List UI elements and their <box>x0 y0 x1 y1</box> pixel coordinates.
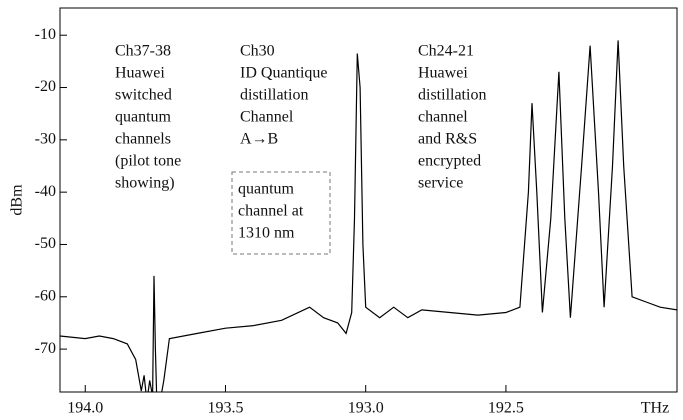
annotation-text: Huawei <box>418 65 468 82</box>
annotation-text: switched <box>115 87 172 104</box>
annotation-text: ID Quantique <box>240 65 328 82</box>
annotation-text: channel at <box>238 203 304 220</box>
y-tick-label: -30 <box>35 131 56 148</box>
annotation-text: service <box>418 175 463 192</box>
annotation-text: showing) <box>115 175 175 192</box>
annotation-text: Ch37-38 <box>115 43 171 60</box>
annotation-text: 1310 nm <box>238 225 295 242</box>
annotation-text: quantum <box>238 181 295 198</box>
y-tick-label: -50 <box>35 235 56 252</box>
annotation-text: and R&S <box>418 131 477 148</box>
y-axis-label: dBm <box>9 184 26 216</box>
annotation-text: Ch24-21 <box>418 43 474 60</box>
y-tick-label: -70 <box>35 340 56 357</box>
annotation-text: (pilot tone <box>115 153 181 170</box>
annotation-text: encrypted <box>418 153 481 170</box>
annotation-text: channels <box>115 131 171 148</box>
annotation-text: channel <box>418 109 468 126</box>
y-tick-label: -40 <box>35 183 56 200</box>
y-tick-label: -10 <box>35 26 56 43</box>
plot-frame <box>59 7 678 393</box>
x-tick-label: 193.5 <box>207 400 243 417</box>
x-axis-label: THz <box>641 400 669 417</box>
spectrum-line <box>60 40 677 392</box>
annotation-box <box>231 171 331 255</box>
x-tick-label: 193.0 <box>348 400 384 417</box>
x-tick-label: 194.0 <box>67 400 103 417</box>
y-tick-label: -60 <box>35 287 56 304</box>
y-tick-label: -20 <box>35 78 56 95</box>
x-tick-label: 192.5 <box>488 400 524 417</box>
annotation-text: distillation <box>240 87 308 104</box>
annotation-text: distillation <box>418 87 486 104</box>
annotation-text: Channel <box>240 109 294 126</box>
annotation-text: Ch30 <box>240 43 275 60</box>
annotation-text: quantum <box>115 109 172 126</box>
annotation-text: A→B <box>240 131 278 148</box>
annotation-text: Huawei <box>115 65 165 82</box>
